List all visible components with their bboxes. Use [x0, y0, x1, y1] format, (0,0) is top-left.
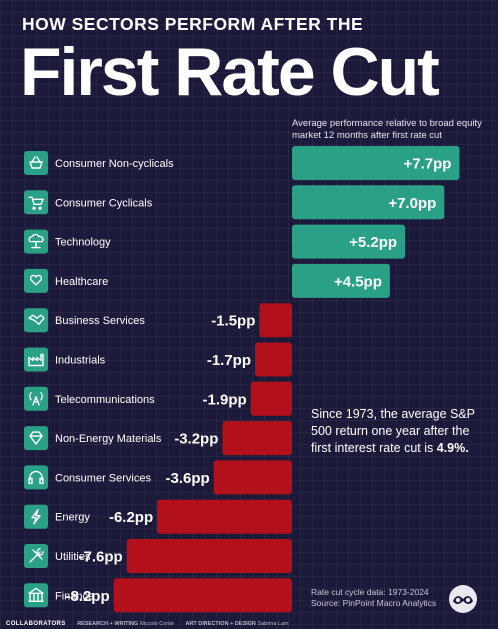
- handshake-icon: [28, 314, 45, 325]
- chart-title: First Rate Cut: [20, 34, 440, 110]
- heart-hand-icon: [29, 274, 43, 286]
- footer-brand: COLLABORATORS: [6, 621, 66, 627]
- category-label-business-services: Business Services: [55, 315, 145, 327]
- category-label-finance: Finance: [55, 590, 94, 602]
- bar-consumer-non-cyclicals: [292, 146, 460, 180]
- chart-subtitle: Average performance relative to broad eq…: [292, 118, 482, 141]
- tools-icon: [29, 548, 44, 563]
- category-label-technology: Technology: [55, 237, 111, 249]
- bar-energy: [157, 499, 292, 534]
- category-label-healthcare: Healthcare: [55, 276, 108, 288]
- gem-icon: [29, 431, 43, 445]
- source-line: Source: PinPoint Macro Analytics: [311, 598, 437, 608]
- chart-kicker: HOW SECTORS PERFORM AFTER THE: [22, 14, 364, 34]
- bank-icon: [28, 587, 44, 602]
- footer-research-label: RESEARCH + WRITING: [77, 621, 139, 627]
- category-label-consumer-non-cyclicals: Consumer Non-cyclicals: [55, 158, 174, 170]
- bar-utilities: [126, 539, 292, 573]
- bar-business-services: [259, 303, 292, 338]
- category-label-energy: Energy: [55, 512, 90, 524]
- lightning-icon: [31, 509, 41, 525]
- footer-art-name: Sabrina Lam: [257, 621, 289, 627]
- bar-industrials: [255, 342, 292, 377]
- broadcast-tower-icon: [29, 392, 43, 406]
- sp500-note: Since 1973, the average S&P 500 return o…: [311, 406, 481, 457]
- value-label-business-services: -1.5pp: [211, 313, 255, 330]
- value-label-energy: -6.2pp: [109, 509, 153, 526]
- value-label-non-energy-materials: -3.2pp: [174, 431, 218, 448]
- cloud-network-icon: [28, 233, 44, 249]
- value-label-finance: -8.2pp: [65, 588, 109, 605]
- bar-finance: [113, 578, 293, 613]
- icon-box-telecommunications: [24, 386, 48, 411]
- value-label-telecommunications: -1.9pp: [202, 391, 246, 408]
- bar-non-energy-materials: [222, 421, 292, 456]
- value-label-consumer-cyclicals: +7.0pp: [388, 195, 436, 212]
- category-label-telecommunications: Telecommunications: [55, 394, 155, 406]
- value-label-consumer-non-cyclicals: +7.7pp: [404, 156, 452, 173]
- value-label-industrials: -1.7pp: [207, 352, 251, 369]
- category-label-consumer-services: Consumer Services: [55, 472, 151, 484]
- icon-box-non-energy-materials: [24, 426, 48, 451]
- icon-box-consumer-non-cyclicals: [24, 151, 48, 175]
- category-label-consumer-cyclicals: Consumer Cyclicals: [55, 197, 153, 209]
- footer-art-label: ART DIRECTION + DESIGN: [185, 621, 256, 627]
- value-label-healthcare: +4.5pp: [334, 273, 382, 290]
- factory-icon: [28, 353, 44, 367]
- headset-icon: [28, 470, 44, 485]
- category-label-industrials: Industrials: [55, 355, 106, 367]
- icon-box-business-services: [24, 308, 48, 333]
- value-label-technology: +5.2pp: [349, 234, 397, 251]
- source-block: Rate cut cycle data: 1973-2024 Source: P…: [311, 587, 461, 609]
- value-label-consumer-services: -3.6pp: [166, 470, 210, 487]
- footer: COLLABORATORS RESEARCH + WRITING Niccolo…: [6, 619, 289, 629]
- cart-icon: [28, 196, 44, 210]
- icon-box-consumer-cyclicals: [24, 190, 48, 215]
- footer-research-name: Niccolo Conte: [139, 621, 174, 627]
- bar-healthcare: [292, 263, 390, 298]
- bar-telecommunications: [250, 381, 292, 416]
- visual-capitalist-logo: [449, 585, 477, 613]
- icon-box-energy: [24, 504, 48, 529]
- value-label-utilities: -7.6pp: [79, 549, 123, 566]
- category-label-utilities: Utilities: [55, 551, 91, 563]
- bar-consumer-cyclicals: [292, 185, 445, 220]
- icon-box-finance: [24, 583, 48, 608]
- note-highlight: 4.9%.: [436, 441, 469, 455]
- note-text: Since 1973, the average S&P 500 return o…: [311, 407, 475, 455]
- category-label-non-energy-materials: Non-Energy Materials: [55, 433, 162, 445]
- bar-consumer-services: [213, 460, 292, 495]
- source-data-line: Rate cut cycle data: 1973-2024: [311, 587, 429, 597]
- icon-box-consumer-services: [24, 465, 48, 490]
- bar-technology: [292, 224, 406, 259]
- icon-box-healthcare: [24, 268, 48, 293]
- basket-icon: [29, 156, 43, 169]
